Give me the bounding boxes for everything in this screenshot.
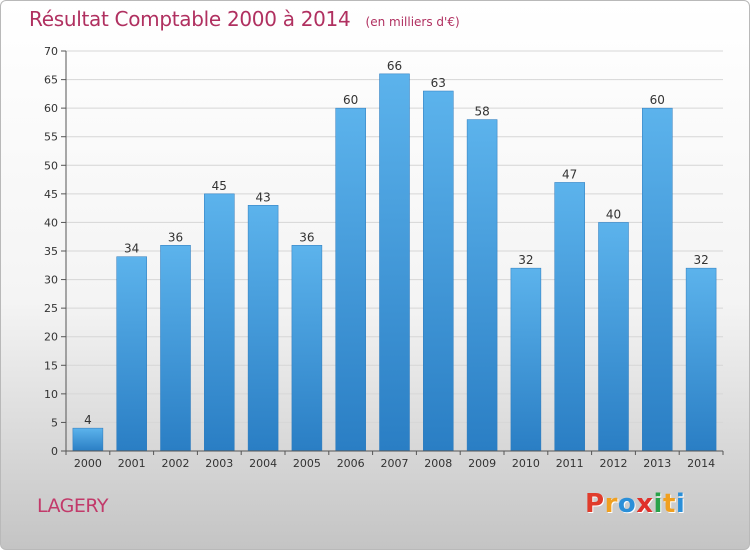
x-tick-label-2009: 2009 (468, 457, 496, 470)
x-tick-label-2011: 2011 (556, 457, 584, 470)
data-label-2014: 32 (693, 253, 708, 267)
bar-2007 (379, 73, 410, 452)
y-tick-label: 55 (44, 131, 58, 144)
bar-2009 (466, 119, 498, 452)
proxiti-logo[interactable]: Proxiti (585, 489, 685, 519)
x-tick-label-2004: 2004 (249, 457, 277, 470)
data-label-2002: 36 (168, 230, 183, 244)
x-tick-label-2014: 2014 (687, 457, 715, 470)
title-row: Résultat Comptable 2000 à 2014 (en milli… (29, 7, 460, 31)
town-name: LAGERY (37, 495, 109, 517)
x-tick-label-2005: 2005 (293, 457, 321, 470)
data-label-2010: 32 (518, 253, 533, 267)
data-label-2004: 43 (255, 190, 270, 204)
bar-2002 (160, 245, 191, 452)
x-tick-label-2008: 2008 (424, 457, 452, 470)
data-label-2009: 58 (474, 105, 489, 119)
data-label-2007: 66 (387, 59, 402, 73)
bar-2005 (291, 245, 323, 452)
y-tick-label: 50 (44, 159, 58, 172)
bar-2000 (72, 427, 104, 452)
x-tick-label-2001: 2001 (118, 457, 146, 470)
x-tick-label-2003: 2003 (205, 457, 233, 470)
logo-letter: t (662, 489, 676, 519)
axis-layer: 0 5 10 15 20 25 30 35 40 45 50 55 60 65 70 2000 2001 2002… (44, 45, 724, 470)
data-label-2013: 60 (650, 93, 665, 107)
bar-2012 (598, 222, 629, 452)
logo-letter: i (653, 489, 663, 519)
y-tick-label: 0 (51, 445, 58, 458)
bar-2008 (423, 90, 454, 452)
bar-2010 (510, 267, 542, 452)
y-tick-label: 65 (44, 74, 58, 87)
bar-2011 (554, 182, 585, 452)
bar-2001 (116, 256, 147, 452)
bar-2003 (204, 193, 235, 452)
data-label-2000: 4 (84, 413, 92, 427)
x-tick-label-2000: 2000 (74, 457, 102, 470)
data-label-2008: 63 (431, 76, 446, 90)
y-tick-label: 70 (44, 45, 58, 58)
bar-2006 (335, 107, 366, 452)
chart-title: Résultat Comptable 2000 à 2014 (29, 7, 351, 31)
bar-chart: 0 5 10 15 20 25 30 35 40 45 50 55 60 65 70 2000 2001 2002… (44, 45, 724, 470)
logo-letter: o (617, 489, 637, 519)
y-tick-label: 40 (44, 216, 58, 229)
logo-letter: r (604, 489, 618, 519)
bar-2014 (685, 267, 717, 452)
x-tick-label-2006: 2006 (337, 457, 365, 470)
data-label-2012: 40 (606, 207, 621, 221)
y-tick-label: 30 (44, 274, 58, 287)
data-label-2003: 45 (212, 179, 227, 193)
y-tick-label: 60 (44, 102, 58, 115)
data-label-2006: 60 (343, 93, 358, 107)
label-layer: 4 34 36 45 43 36 60 66 63 58 32 47 40 60 32 (84, 59, 709, 427)
bar-2004 (247, 205, 279, 452)
y-tick-label: 45 (44, 188, 58, 201)
x-tick-label-2002: 2002 (162, 457, 190, 470)
y-tick-label: 5 (51, 416, 58, 429)
y-tick-label: 20 (44, 331, 58, 344)
x-tick-label-2007: 2007 (381, 457, 409, 470)
y-tick-label: 15 (44, 359, 58, 372)
data-label-2011: 47 (562, 167, 577, 181)
y-tick-label: 25 (44, 302, 58, 315)
logo-letter: P (585, 489, 605, 519)
logo-letter: x (636, 489, 654, 519)
x-tick-label-2010: 2010 (512, 457, 540, 470)
data-label-2005: 36 (299, 230, 314, 244)
x-tick-label-2013: 2013 (643, 457, 671, 470)
chart-subtitle: (en milliers d'€) (365, 15, 460, 29)
bar-layer (72, 73, 717, 452)
logo-letter: i (675, 489, 686, 519)
data-label-2001: 34 (124, 242, 139, 256)
y-tick-label: 10 (44, 388, 58, 401)
x-tick-label-2012: 2012 (600, 457, 628, 470)
bar-2013 (642, 107, 673, 452)
y-tick-label: 35 (44, 245, 58, 258)
